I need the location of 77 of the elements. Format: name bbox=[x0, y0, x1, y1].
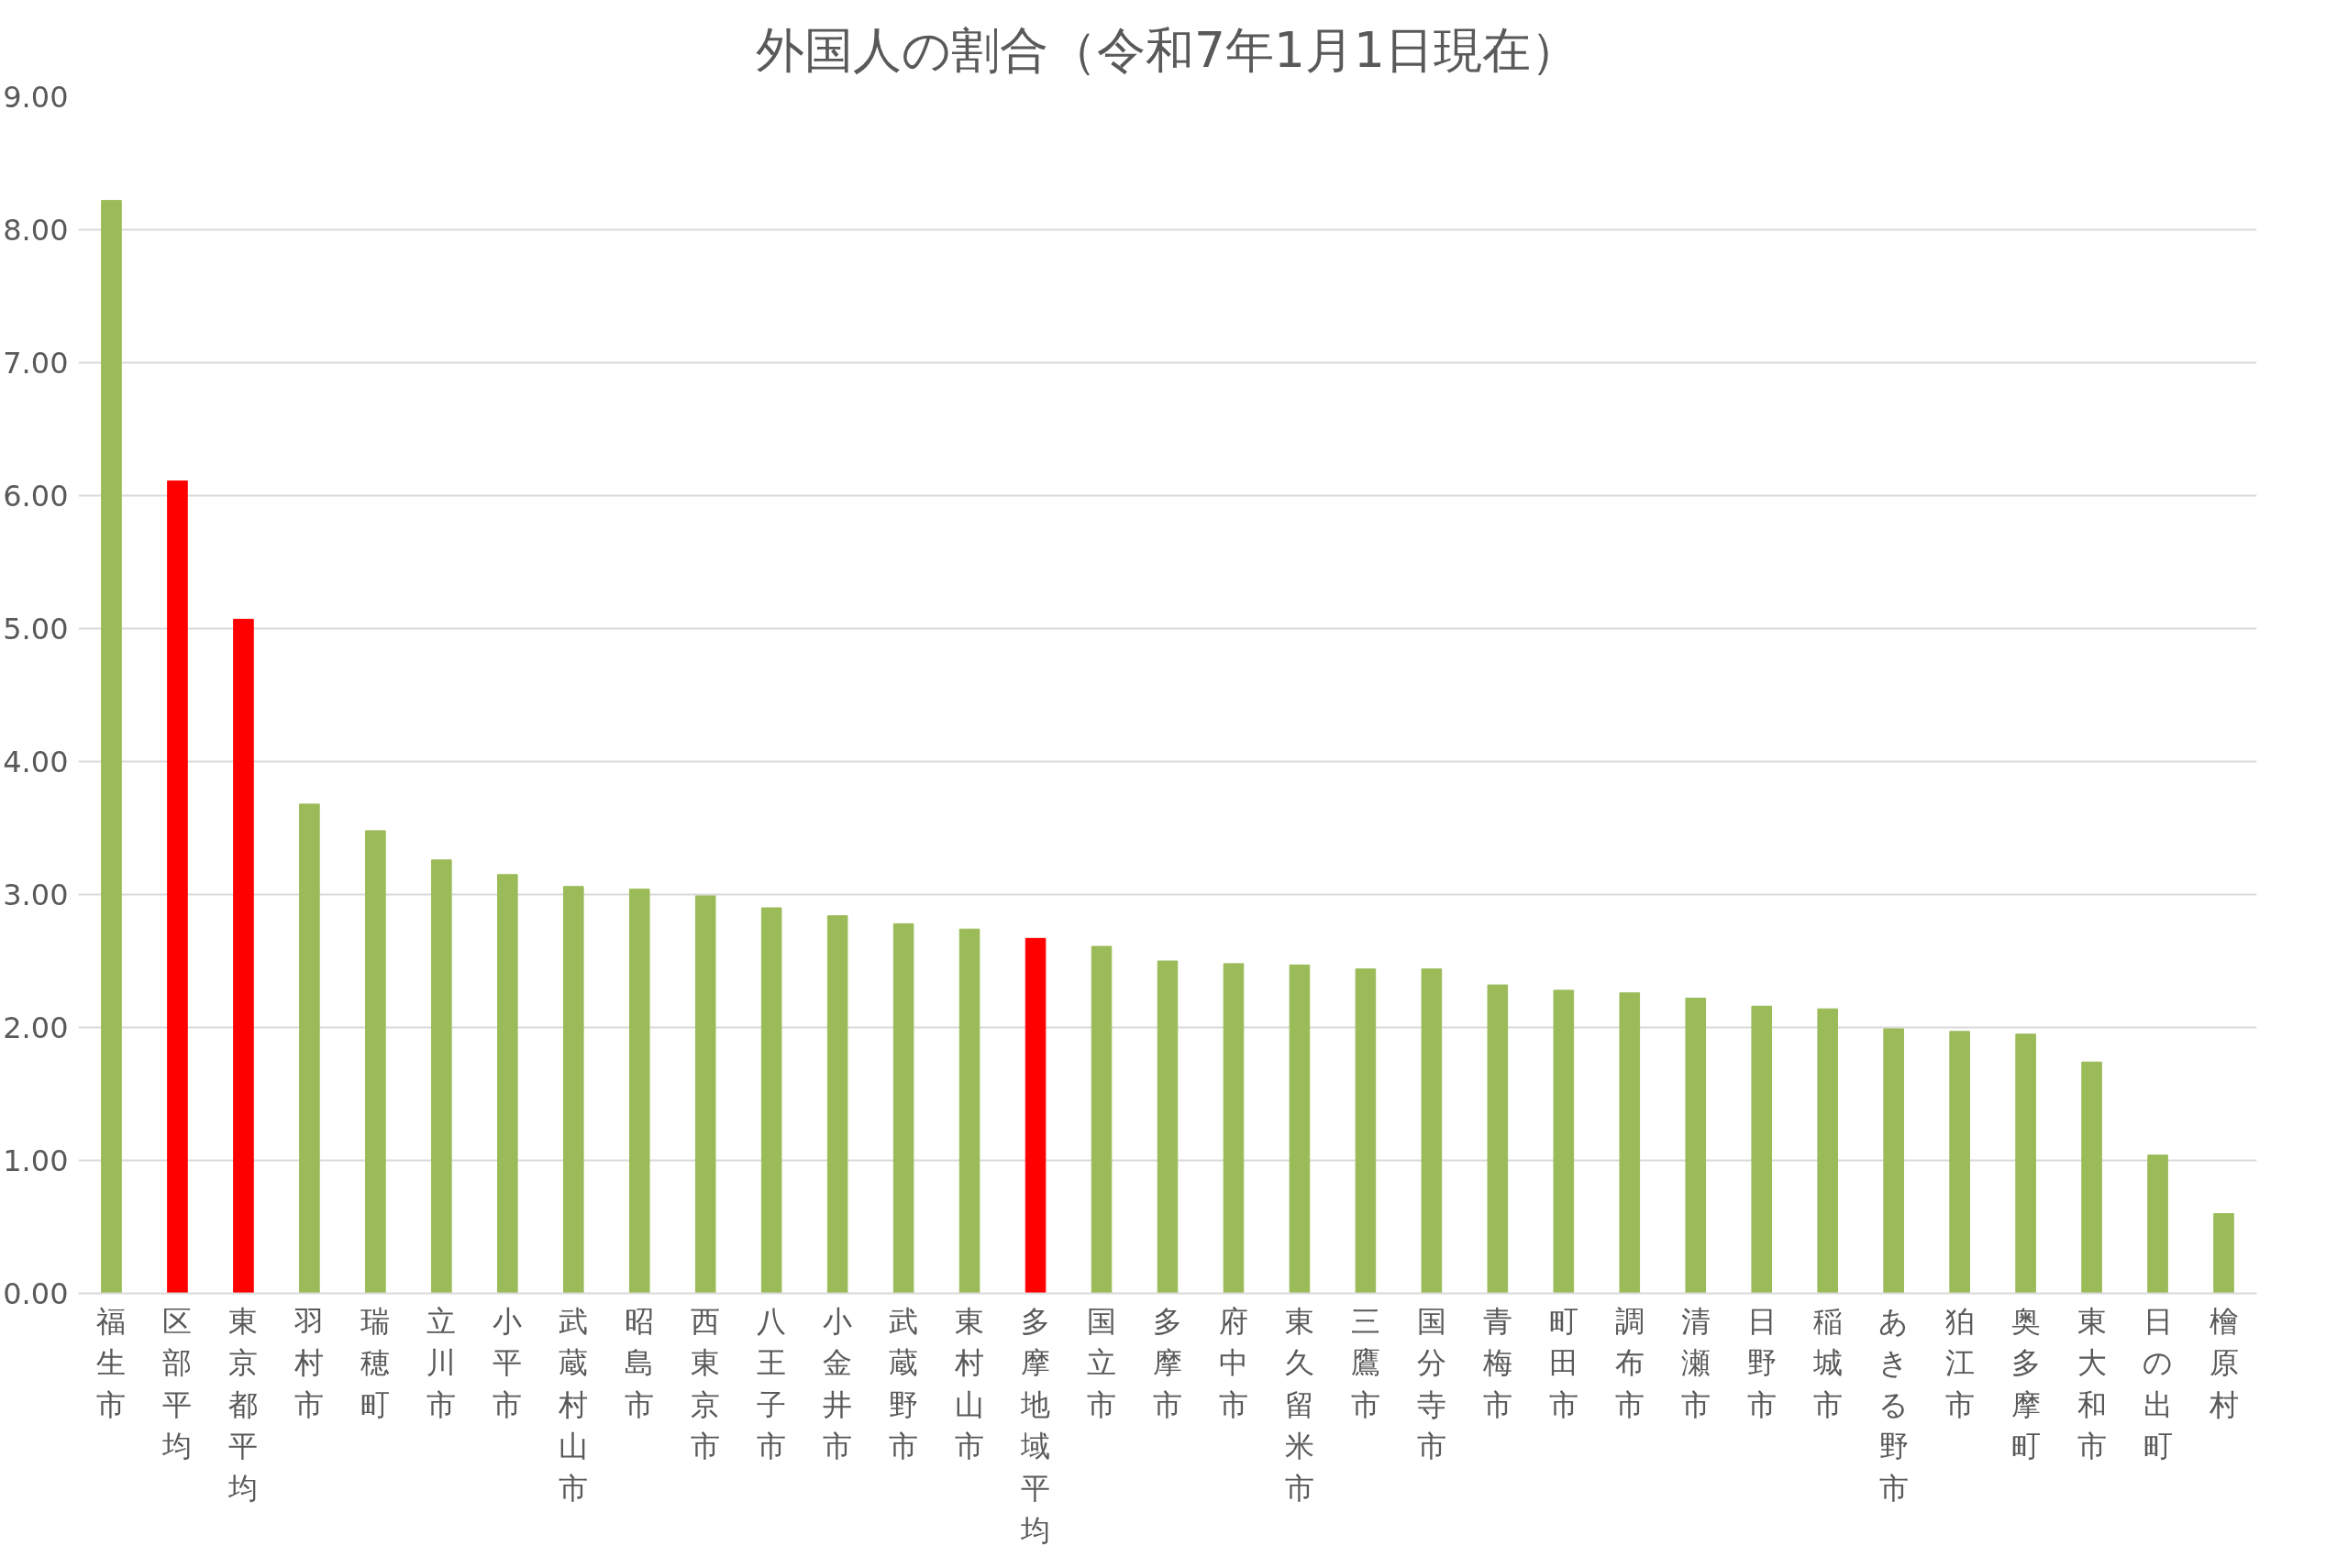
bar bbox=[1553, 989, 1575, 1294]
x-tick-label: 稲城市 bbox=[1811, 1303, 1843, 1422]
x-tick-label: 府中市 bbox=[1218, 1303, 1248, 1422]
bar bbox=[628, 889, 650, 1294]
bar bbox=[233, 618, 254, 1294]
x-tick-label: 西東京市 bbox=[691, 1303, 721, 1464]
bar bbox=[1883, 1028, 1904, 1294]
y-tick-label: 3.00 bbox=[3, 878, 69, 912]
bar bbox=[167, 480, 188, 1294]
y-tick-label: 2.00 bbox=[3, 1010, 69, 1045]
bar bbox=[958, 928, 980, 1294]
x-tick-label: 三鷹市 bbox=[1350, 1303, 1380, 1422]
x-tick-label: 瑞穂町 bbox=[360, 1303, 391, 1422]
bar bbox=[299, 803, 320, 1294]
x-tick-label: 町田市 bbox=[1548, 1303, 1578, 1422]
x-tick-label: 檜原村 bbox=[2208, 1303, 2239, 1422]
bar bbox=[1223, 963, 1245, 1294]
x-tick-label: 羽村市 bbox=[294, 1303, 325, 1422]
bar bbox=[431, 859, 452, 1294]
y-tick-label: 5.00 bbox=[3, 612, 69, 646]
x-tick-label: 武蔵野市 bbox=[889, 1303, 919, 1464]
x-tick-label: 奥多摩町 bbox=[2010, 1303, 2041, 1464]
x-tick-label: 東久留米市 bbox=[1284, 1303, 1314, 1506]
y-tick-label: 9.00 bbox=[3, 80, 69, 115]
bar bbox=[1487, 984, 1509, 1294]
x-tick-label: 多摩地域平均 bbox=[1020, 1303, 1051, 1548]
bar bbox=[562, 886, 584, 1294]
x-tick-label: 東村山市 bbox=[954, 1303, 985, 1464]
x-tick-label: 多摩市 bbox=[1153, 1303, 1182, 1422]
bar bbox=[1619, 992, 1641, 1294]
x-tick-label: 国立市 bbox=[1087, 1303, 1117, 1422]
bar bbox=[1091, 945, 1113, 1294]
bar bbox=[1751, 1005, 1773, 1294]
x-tick-label: 立川市 bbox=[426, 1303, 457, 1422]
bar bbox=[101, 200, 122, 1294]
x-tick-label: 日野市 bbox=[1746, 1303, 1777, 1422]
bar bbox=[1817, 1008, 1838, 1294]
y-tick-label: 6.00 bbox=[3, 479, 69, 513]
y-tick-label: 1.00 bbox=[3, 1143, 69, 1178]
bar bbox=[1024, 937, 1047, 1294]
y-tick-label: 0.00 bbox=[3, 1276, 69, 1311]
bar bbox=[826, 915, 848, 1294]
bar bbox=[2081, 1061, 2102, 1294]
bar bbox=[760, 907, 782, 1294]
x-tick-label: 清瀬市 bbox=[1680, 1303, 1711, 1422]
x-tick-label: 小平市 bbox=[493, 1303, 523, 1422]
x-tick-label: 日の出町 bbox=[2143, 1303, 2174, 1464]
bar bbox=[1421, 968, 1443, 1294]
x-tick-label: 八王子市 bbox=[757, 1303, 787, 1464]
x-tick-label: 小金井市 bbox=[823, 1303, 853, 1464]
x-tick-label: 福生市 bbox=[96, 1303, 127, 1422]
bar bbox=[2015, 1033, 2036, 1294]
x-tick-label: 武蔵村山市 bbox=[558, 1303, 589, 1506]
bar bbox=[1355, 968, 1377, 1294]
x-tick-label: 東京都平均 bbox=[227, 1303, 259, 1506]
bar bbox=[1685, 998, 1707, 1294]
chart-title: 外国人の割合（令和7年1月1日現在） bbox=[756, 20, 1579, 79]
bar bbox=[1289, 964, 1311, 1294]
y-tick-label: 4.00 bbox=[3, 745, 69, 779]
bar bbox=[1157, 960, 1179, 1294]
bar bbox=[497, 874, 518, 1294]
y-tick-label: 8.00 bbox=[3, 213, 69, 248]
x-tick-label: 狛江市 bbox=[1944, 1303, 1975, 1422]
x-tick-label: 調布市 bbox=[1614, 1303, 1645, 1422]
y-tick-label: 7.00 bbox=[3, 346, 69, 381]
x-tick-label: あきる野市 bbox=[1878, 1303, 1910, 1506]
x-tick-label: 昭島市 bbox=[625, 1303, 655, 1422]
bar bbox=[365, 830, 386, 1294]
x-tick-label: 青梅市 bbox=[1481, 1303, 1512, 1422]
bar bbox=[1949, 1031, 1970, 1294]
bar bbox=[2213, 1213, 2234, 1294]
x-tick-label: 区部平均 bbox=[161, 1303, 193, 1464]
bar bbox=[694, 895, 716, 1294]
x-tick-label: 東大和市 bbox=[2077, 1303, 2107, 1464]
x-tick-label: 国分寺市 bbox=[1416, 1303, 1446, 1464]
bar bbox=[892, 922, 914, 1294]
bar bbox=[2147, 1154, 2168, 1294]
